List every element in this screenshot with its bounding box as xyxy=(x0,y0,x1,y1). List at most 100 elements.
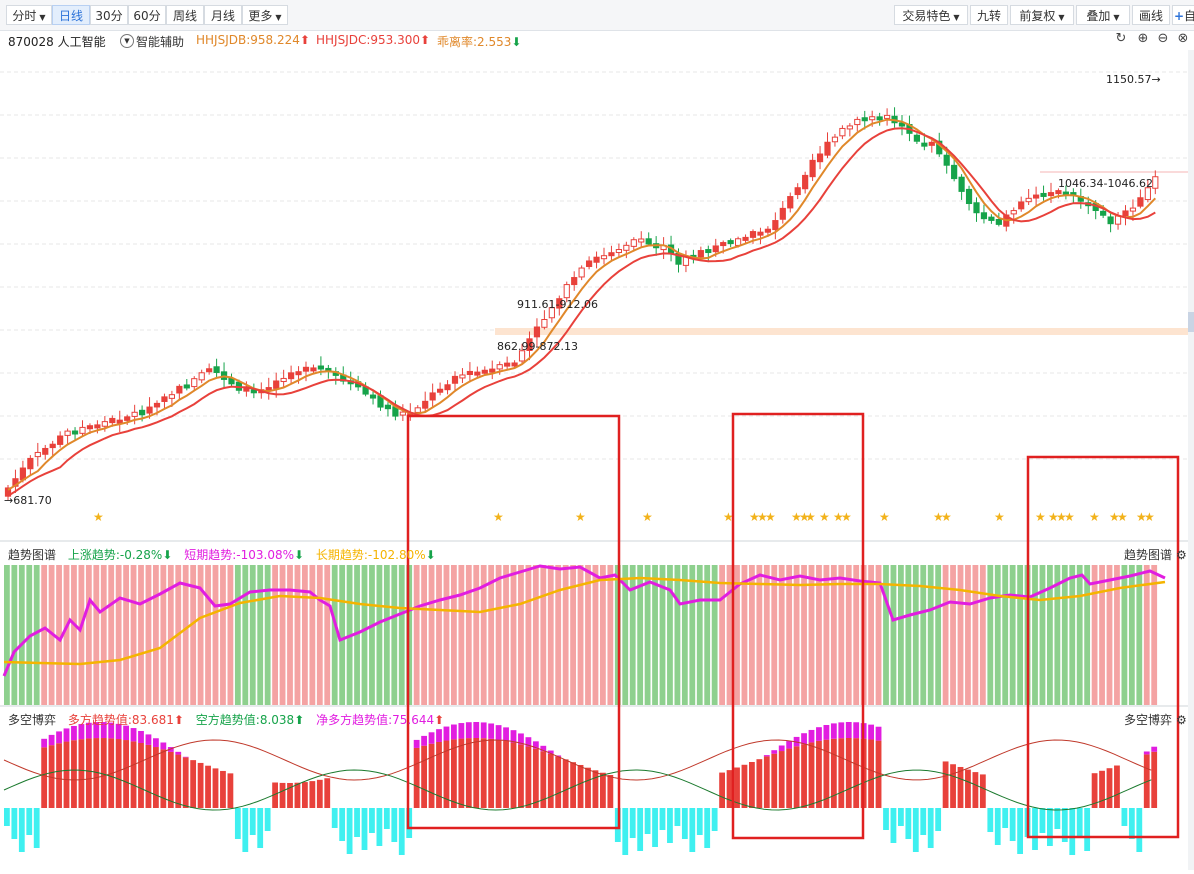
trend-bar xyxy=(979,565,986,705)
gear-icon[interactable]: ⚙ xyxy=(1176,548,1187,562)
ma-slow-line xyxy=(7,127,1156,497)
trend-bar xyxy=(398,565,405,705)
tool-2[interactable]: 前复权 ▼ xyxy=(1010,5,1074,25)
candle xyxy=(816,153,824,163)
trend-bar xyxy=(167,565,174,705)
tab-6[interactable]: 更多 ▼ xyxy=(242,5,288,25)
bull-top-bar xyxy=(465,722,472,739)
zoom-out-icon[interactable]: ⊖ xyxy=(1157,31,1169,46)
candle xyxy=(593,256,600,263)
bull-top-bar xyxy=(443,726,450,741)
bull-bar xyxy=(786,748,793,808)
range-label-3: 1046.34-1046.62 xyxy=(1058,177,1153,190)
tab-5[interactable]: 月线 xyxy=(204,5,242,25)
candle xyxy=(310,367,317,372)
candle xyxy=(526,338,533,351)
bear-bar xyxy=(354,808,360,837)
star-icon: ★ xyxy=(791,510,802,524)
bear-bar xyxy=(629,808,636,838)
tool-0[interactable]: 交易特色 ▼ xyxy=(894,5,968,25)
bear-bar xyxy=(398,808,405,855)
trend-bar xyxy=(108,565,115,705)
uptrend-value: 上涨趋势:-0.28%⬇ xyxy=(67,548,173,562)
bear-bar xyxy=(935,808,942,831)
bear-bar xyxy=(696,808,703,835)
bull-bar xyxy=(734,767,740,808)
bull-bar xyxy=(771,753,778,808)
candle xyxy=(779,207,786,220)
gear-icon[interactable]: ⚙ xyxy=(1176,713,1187,727)
chevron-down-icon: ▼ xyxy=(275,13,282,22)
bear-bar xyxy=(242,808,249,852)
candle xyxy=(168,394,176,399)
trend-bar xyxy=(592,565,599,705)
tab-2[interactable]: 30分 xyxy=(90,5,128,25)
bear-bar xyxy=(376,808,383,846)
trend-bar xyxy=(71,565,77,705)
tab-1[interactable]: 日线 xyxy=(52,5,90,25)
trend-bar xyxy=(391,565,398,705)
trend-bar xyxy=(562,565,569,705)
candle xyxy=(496,364,503,370)
tab-4[interactable]: 周线 xyxy=(166,5,204,25)
zoom-in-icon[interactable]: ⊕ xyxy=(1137,31,1149,46)
trend-bar xyxy=(443,565,450,705)
trend-bar xyxy=(935,565,942,705)
tool-5[interactable]: +自 xyxy=(1172,5,1194,25)
candle xyxy=(1018,201,1025,210)
trend-bar xyxy=(212,565,219,705)
trend-bar xyxy=(845,565,852,705)
up-arrow-icon: ⬆ xyxy=(299,33,310,47)
trend-bar xyxy=(11,565,18,705)
candle xyxy=(42,447,49,455)
candle xyxy=(109,417,116,424)
trend-bar xyxy=(555,565,562,705)
tool-1[interactable]: 九转 xyxy=(970,5,1008,25)
tool-4[interactable]: 画线 xyxy=(1132,5,1170,25)
bull-bar xyxy=(972,772,979,808)
star-icon: ★ xyxy=(1136,510,1147,524)
trend-bar xyxy=(972,565,979,705)
trend-bar xyxy=(145,565,152,705)
candle xyxy=(4,487,12,497)
trend-bar xyxy=(1076,565,1083,705)
bull-bar xyxy=(1091,773,1098,808)
trend-bar xyxy=(711,565,718,705)
bull-bar xyxy=(503,740,509,808)
trend-bar xyxy=(838,565,845,705)
bear-bar xyxy=(689,808,696,852)
candle xyxy=(131,411,138,417)
trend-bar xyxy=(272,565,278,705)
tab-3[interactable]: 60分 xyxy=(128,5,166,25)
bear-bar xyxy=(1009,808,1016,841)
bear-bar xyxy=(637,808,644,851)
range-label-1: 862.99-872.13 xyxy=(497,340,578,353)
star-icon: ★ xyxy=(93,510,104,524)
tool-3[interactable]: 叠加 ▼ xyxy=(1076,5,1130,25)
assist-label[interactable]: 智能辅助 xyxy=(136,35,185,49)
assist-toggle-icon[interactable]: ▼ xyxy=(120,34,134,48)
trend-bar xyxy=(354,565,360,705)
bear-bar xyxy=(905,808,912,839)
refresh-icon[interactable]: ↻ xyxy=(1115,31,1127,46)
bull-bar xyxy=(279,782,286,808)
candle xyxy=(898,122,906,127)
bull-top-bar xyxy=(63,728,70,742)
star-icon: ★ xyxy=(1056,510,1067,524)
bull-top-bar xyxy=(495,725,502,740)
trend-bar xyxy=(361,565,368,705)
tab-0[interactable]: 分时 ▼ xyxy=(6,5,52,25)
close-icon[interactable]: ⊗ xyxy=(1177,31,1189,46)
trend-bar xyxy=(488,565,495,705)
bear-bar xyxy=(391,808,398,842)
plus-icon: + xyxy=(1173,9,1185,23)
candle xyxy=(727,240,734,245)
trend-bar xyxy=(257,565,264,705)
candle xyxy=(1107,216,1114,225)
bull-bar xyxy=(167,751,174,808)
bull-top-bar xyxy=(167,747,174,752)
bull-bar xyxy=(302,782,308,808)
bull-top-bar xyxy=(525,737,532,747)
bull-top-bar xyxy=(875,726,882,741)
